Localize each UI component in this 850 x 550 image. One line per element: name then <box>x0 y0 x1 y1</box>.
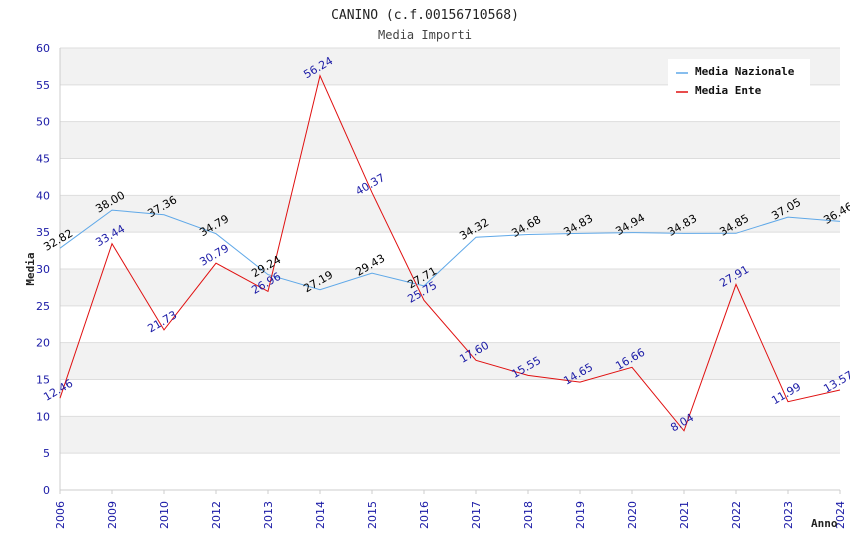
series-lines <box>59 74 841 432</box>
grid-band <box>60 305 840 343</box>
y-tick-label: 10 <box>36 410 50 423</box>
x-tick-label: 2014 <box>314 501 327 529</box>
x-tick-label: 2022 <box>730 501 743 529</box>
x-tick-label: 2006 <box>54 501 67 529</box>
x-axis-ticks: 2006 2009 2010 2012 2013 2014 2015 2016 2017 2018… <box>54 490 847 529</box>
y-tick-label: 60 <box>36 42 50 55</box>
y-tick-label: 20 <box>36 337 50 350</box>
x-axis-title: Anno <box>811 517 838 530</box>
y-tick-label: 5 <box>43 447 50 460</box>
grid-bands <box>60 47 840 491</box>
grid-band <box>60 269 840 306</box>
y-tick-label: 45 <box>36 153 50 166</box>
y-tick-label: 55 <box>36 79 50 92</box>
legend-label-ente: Media Ente <box>695 84 762 97</box>
x-tick-label: 2012 <box>210 501 223 529</box>
x-tick-label: 2013 <box>262 501 275 529</box>
y-tick-label: 35 <box>36 226 50 239</box>
grid-band <box>60 158 840 196</box>
y-tick-label: 40 <box>36 189 50 202</box>
grid-band <box>60 195 840 233</box>
legend-box <box>668 59 810 101</box>
y-tick-label: 15 <box>36 374 50 387</box>
y-tick-label: 30 <box>36 263 50 276</box>
x-tick-label: 2015 <box>366 501 379 529</box>
legend: Media Nazionale Media Ente <box>668 59 810 101</box>
chart-title: CANINO (c.f.00156710568) <box>331 8 519 23</box>
y-tick-label: 50 <box>36 116 50 129</box>
grid-band <box>60 416 840 454</box>
x-tick-label: 2018 <box>522 501 535 529</box>
y-axis-ticks: 0 5 10 15 20 25 30 35 40 45 50 55 60 <box>36 42 50 497</box>
series-line-media-ente <box>59 74 841 432</box>
grid-band <box>60 453 840 490</box>
x-tick-label: 2019 <box>574 501 587 529</box>
x-tick-label: 2010 <box>158 501 171 529</box>
series-line-media-nazionale <box>59 209 841 291</box>
grid-band <box>60 232 840 269</box>
grid-band <box>60 121 840 159</box>
chart-subtitle: Media Importi <box>378 28 472 42</box>
x-tick-label: 2021 <box>678 501 691 529</box>
y-tick-label: 0 <box>43 484 50 497</box>
x-tick-label: 2023 <box>782 501 795 529</box>
x-tick-label: 2009 <box>106 501 119 529</box>
legend-label-nazionale: Media Nazionale <box>695 65 795 78</box>
grid-band <box>60 342 840 380</box>
y-axis-title: Media <box>24 252 37 285</box>
y-tick-label: 25 <box>36 300 50 313</box>
x-tick-label: 2016 <box>418 501 431 529</box>
x-tick-label: 2020 <box>626 501 639 529</box>
grid-band <box>60 379 840 417</box>
x-tick-label: 2017 <box>470 501 483 529</box>
x-tick-label: 2024 <box>834 501 847 529</box>
